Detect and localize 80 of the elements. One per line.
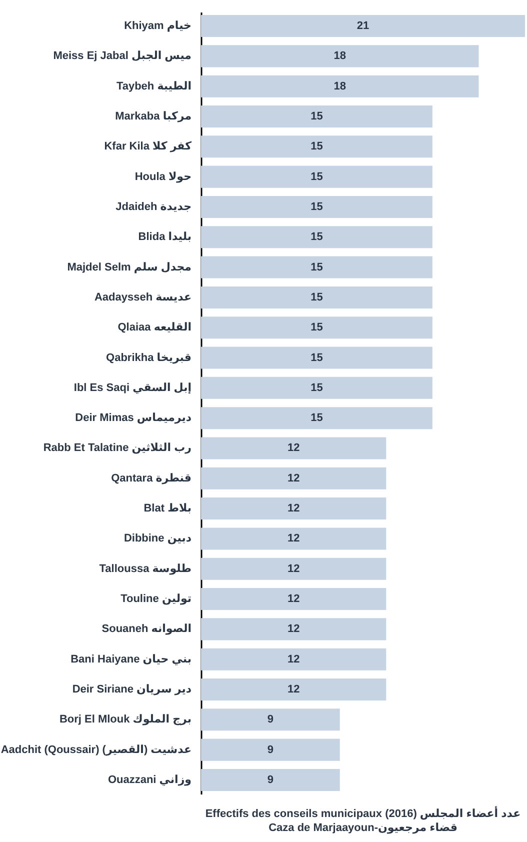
y-tick-label: Kfar Kila كفر كلا: [104, 140, 192, 153]
data-label: 15: [310, 382, 323, 394]
y-tick-label: Qabrikha قبريخا: [106, 352, 192, 364]
text: Effectifs des conseils municipaux (2016) عدد أعضاء المجلس: [205, 806, 521, 820]
data-label: 9: [267, 744, 274, 756]
bar: [201, 467, 386, 490]
data-label: 21: [356, 20, 370, 32]
y-tick-label: Khiyam خيام: [124, 20, 192, 32]
data-label: 15: [310, 110, 323, 122]
bar: [201, 346, 432, 369]
y-tick-label: Souaneh الصوانه: [102, 623, 192, 636]
y-tick-label: Talloussa طلوسة: [99, 562, 192, 575]
y-tick-label: Taybeh الطيبة: [116, 80, 192, 92]
y-tick-label: Deir Siriane دير سريان: [72, 684, 192, 696]
data-label: 9: [267, 714, 274, 726]
bar: [201, 45, 479, 68]
data-label: 15: [310, 231, 323, 244]
y-tick-label: Qlaiaa القليعه: [118, 322, 192, 334]
data-label: 12: [287, 532, 300, 545]
bar: [201, 376, 432, 399]
bar: [201, 437, 386, 460]
y-tick-label: Borj El Mlouk برج الملوك: [59, 714, 192, 726]
data-label: 15: [310, 170, 323, 183]
y-tick-label: Aadaysseh عديسة: [94, 291, 192, 304]
y-tick-label: Meiss Ej Jabal ميس الجبل: [53, 50, 192, 62]
data-label: 15: [310, 291, 323, 304]
y-tick-label: Houla حولا: [134, 170, 192, 183]
bar: [201, 558, 386, 580]
y-tick-label: Ouazzani وزاني: [108, 774, 192, 786]
data-label: 12: [287, 623, 300, 636]
y-tick-label: Touline تولين: [120, 593, 192, 606]
bar: [201, 588, 386, 610]
y-tick-label: Blat بلاط: [144, 502, 192, 515]
data-label: 15: [310, 140, 323, 153]
y-tick-label: Blida بليدا: [138, 231, 192, 244]
bar: [201, 136, 432, 158]
data-label: 15: [310, 261, 323, 274]
y-tick-label: Majdel Selm مجدل سلم: [67, 261, 192, 274]
data-label: 12: [287, 653, 300, 666]
bar: [201, 528, 386, 550]
data-label: 15: [310, 412, 323, 424]
bar: [201, 618, 386, 640]
data-label: 18: [334, 50, 346, 62]
y-tick-label: Bani Haiyane بني حيان: [70, 653, 192, 666]
y-tick-label: Dibbine دبين: [124, 532, 192, 545]
data-label: 12: [287, 472, 300, 484]
data-label: 12: [287, 593, 300, 606]
bar: [201, 768, 340, 791]
bar: [201, 105, 432, 128]
bar: [201, 316, 432, 339]
bar: [201, 75, 479, 98]
bar: [201, 738, 340, 761]
data-label: 15: [310, 352, 323, 364]
data-label: 15: [310, 200, 323, 213]
y-tick-label: Markaba مركبا: [115, 110, 192, 122]
y-tick-label: Ibl Es Saqi إبل السقي: [74, 382, 192, 394]
bar: [201, 286, 432, 308]
bar: [201, 15, 525, 38]
data-label: 12: [287, 442, 300, 454]
data-label: 9: [267, 774, 274, 786]
data-label: 15: [310, 322, 323, 334]
y-tick-label: Jdaideh جديدة: [116, 200, 192, 213]
bar: [201, 226, 432, 248]
bar: [201, 648, 386, 670]
bar: [201, 196, 432, 218]
data-label: 18: [334, 80, 346, 92]
bar: [201, 407, 432, 430]
y-tick-label: Rabb Et Talatine رب الثلاثين: [43, 442, 192, 454]
bar: [201, 166, 432, 188]
y-tick-label: Aadchit (Qoussair) عدشيت (القصير): [0, 744, 192, 756]
bar: [201, 256, 432, 278]
bar: [201, 678, 386, 701]
data-label: 12: [287, 562, 300, 575]
data-label: 12: [287, 502, 300, 515]
y-tick-label: Qantara قنطرة: [111, 472, 192, 484]
bar: [201, 708, 340, 731]
data-label: 12: [287, 684, 300, 696]
bar: [201, 498, 386, 520]
y-tick-label: Deir Mimas ديرميماس: [75, 412, 192, 424]
text: Caza de Marjaayoun-قضاء مرجعيون: [268, 822, 458, 834]
